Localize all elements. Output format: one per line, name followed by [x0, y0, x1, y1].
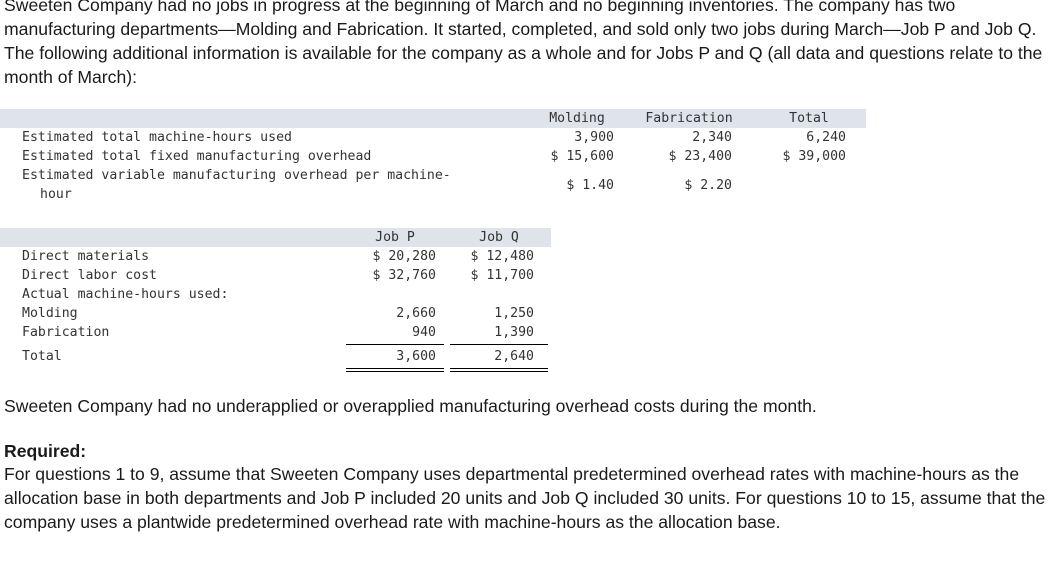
- job-p-fabrication-hours: 940: [412, 325, 436, 340]
- job-q-total-hours: 2,640: [494, 349, 534, 364]
- required-instructions: For questions 1 to 9, assume that Sweete…: [4, 464, 1046, 532]
- job-p-molding-hours: 2,660: [396, 306, 436, 321]
- row-label-fabrication: Fabrication: [22, 325, 110, 340]
- fabrication-variable-rate: $ 2.20: [684, 178, 732, 193]
- col-header-job-q: Job Q: [479, 230, 519, 245]
- col-header-job-p: Job P: [375, 230, 415, 245]
- total-fixed-overhead: $ 39,000: [782, 149, 846, 164]
- fabrication-machine-hours: 2,340: [692, 130, 732, 145]
- row-label-variable-overhead: Estimated variable manufacturing overhea…: [22, 168, 451, 183]
- row-label-variable-overhead-cont: hour: [40, 187, 72, 202]
- required-heading: Required:: [4, 441, 87, 461]
- col-header-molding: Molding: [549, 111, 605, 126]
- job-q-fabrication-hours: 1,390: [494, 325, 534, 340]
- row-label-direct-materials: Direct materials: [22, 249, 150, 264]
- total-double-rule-job-p: [346, 368, 444, 372]
- molding-fixed-overhead: $ 15,600: [550, 149, 614, 164]
- overhead-note: Sweeten Company had no underapplied or o…: [4, 396, 817, 416]
- total-double-rule-job-q: [450, 368, 548, 372]
- col-header-fabrication: Fabrication: [645, 111, 733, 126]
- header-band: [0, 109, 866, 128]
- intro-paragraph: Sweeten Company had no jobs in progress …: [4, 0, 1043, 87]
- job-q-direct-labor: $ 11,700: [470, 268, 534, 283]
- total-machine-hours: 6,240: [806, 130, 846, 145]
- row-label-machine-hours: Estimated total machine-hours used: [22, 130, 292, 145]
- job-p-direct-labor: $ 32,760: [372, 268, 436, 283]
- job-cost-table: Job P Job Q Direct materials $ 20,280 $ …: [0, 227, 560, 377]
- row-label-molding: Molding: [22, 306, 78, 321]
- row-label-actual-machine-hours: Actual machine-hours used:: [22, 287, 229, 302]
- subtotal-rule-job-p: [346, 344, 444, 345]
- col-header-total: Total: [789, 111, 829, 126]
- job-p-total-hours: 3,600: [396, 349, 436, 364]
- job-q-molding-hours: 1,250: [494, 306, 534, 321]
- row-label-total: Total: [22, 349, 62, 364]
- row-label-direct-labor: Direct labor cost: [22, 268, 157, 283]
- job-p-direct-materials: $ 20,280: [372, 249, 436, 264]
- molding-variable-rate: $ 1.40: [566, 178, 614, 193]
- fabrication-fixed-overhead: $ 23,400: [668, 149, 732, 164]
- subtotal-rule-job-q: [450, 344, 548, 345]
- company-overhead-table: Molding Fabrication Total Estimated tota…: [0, 108, 866, 208]
- row-label-fixed-overhead: Estimated total fixed manufacturing over…: [22, 149, 372, 164]
- header-band: [0, 228, 551, 247]
- job-q-direct-materials: $ 12,480: [470, 249, 534, 264]
- molding-machine-hours: 3,900: [574, 130, 614, 145]
